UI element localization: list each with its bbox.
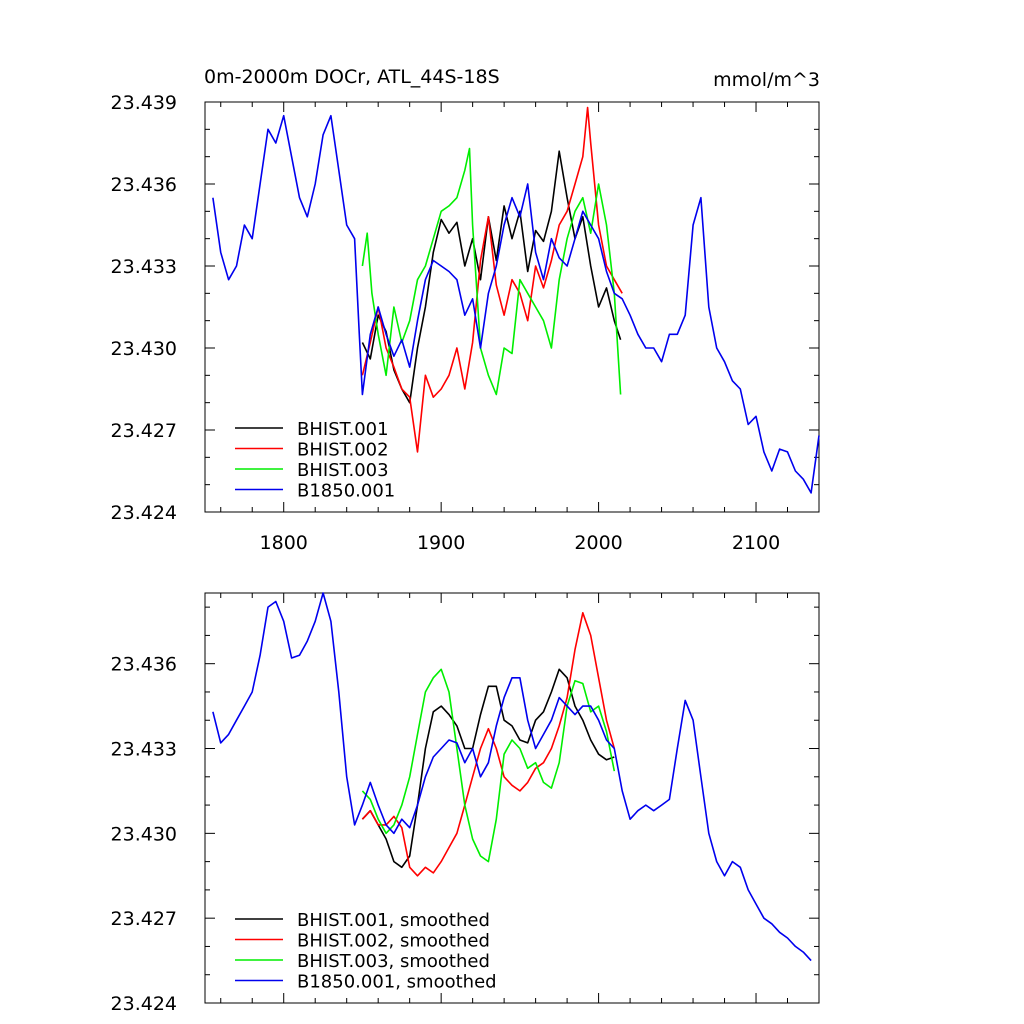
series-line-bhist-001	[361, 150, 622, 404]
x-tick-label: 1800	[260, 532, 308, 554]
y-tick-label: 23.436	[111, 654, 177, 676]
series-line-bhist-003-smoothed	[361, 668, 616, 863]
x-tick-label: 2000	[574, 532, 622, 554]
plot-frame	[204, 592, 820, 1004]
legend-label: BHIST.002	[297, 440, 389, 461]
y-tick-label: 23.433	[111, 256, 177, 278]
chart-title: 0m-2000m DOCr, ATL_44S-18S	[204, 66, 500, 88]
series-line-bhist-003	[361, 147, 622, 396]
legend-label: BHIST.003, smoothed	[297, 951, 490, 972]
series-line-b1850-001-smoothed	[212, 592, 812, 962]
y-tick-label: 23.439	[111, 92, 177, 114]
y-tick-label: 23.433	[111, 739, 177, 761]
y-tick-label: 23.430	[111, 338, 177, 360]
y-tick-label: 23.424	[111, 502, 177, 524]
legend-label: BHIST.001, smoothed	[297, 910, 490, 931]
y-tick-label: 23.424	[111, 993, 177, 1015]
series-line-bhist-001-smoothed	[361, 668, 615, 869]
legend-label: B1850.001, smoothed	[297, 972, 497, 993]
x-tick-label: 1900	[417, 532, 465, 554]
top-panel: 0m-2000m DOCr, ATL_44S-18S mmol/m^3 1800…	[111, 66, 820, 554]
plot-frame	[204, 101, 820, 513]
legend-label: BHIST.003	[297, 460, 389, 481]
y-tick-label: 23.430	[111, 823, 177, 845]
legend-label: BHIST.002, smoothed	[297, 931, 490, 952]
y-tick-label: 23.427	[111, 420, 177, 442]
y-tick-label: 23.436	[111, 174, 177, 196]
legend-label: B1850.001	[297, 481, 395, 502]
series-line-bhist-002-smoothed	[361, 611, 616, 877]
series-line-b1850-001	[212, 114, 820, 494]
x-tick-label: 2100	[732, 532, 780, 554]
y-tick-label: 23.427	[111, 908, 177, 930]
units-label: mmol/m^3	[713, 69, 820, 91]
series-line-bhist-002	[361, 106, 623, 453]
bottom-panel: 23.424 23.427 23.430 23.433 23.436 BHIST.001,…	[111, 592, 820, 1015]
legend-label: BHIST.001	[297, 419, 389, 440]
